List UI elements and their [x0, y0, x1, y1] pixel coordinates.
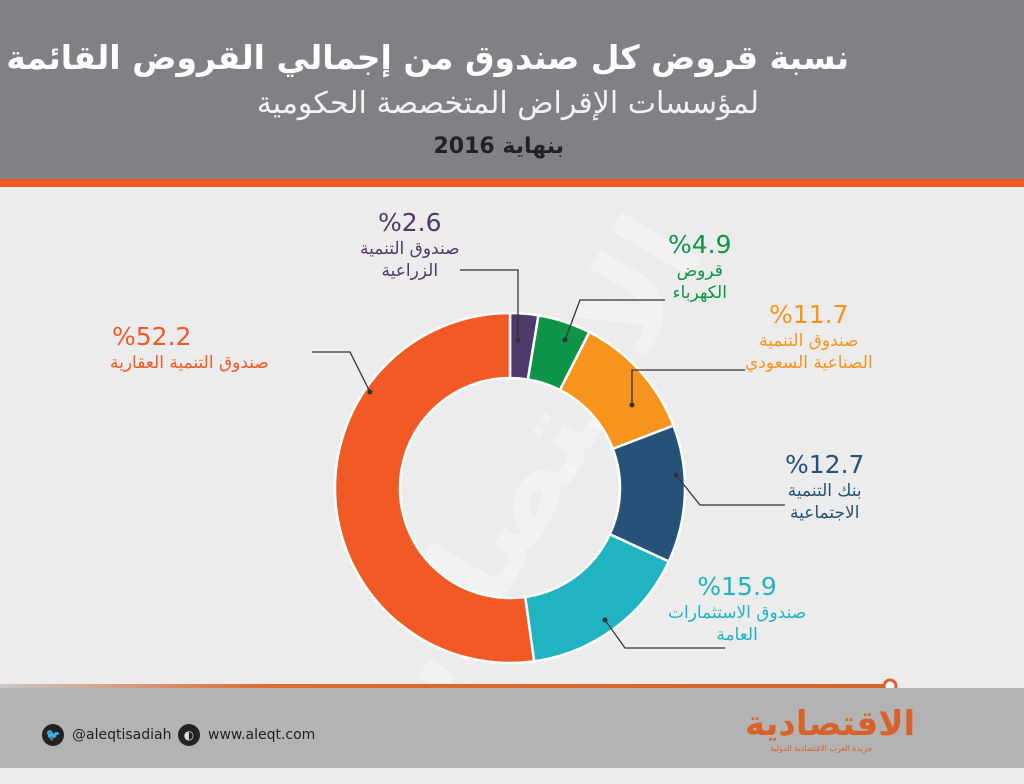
leader-dot-4 [602, 617, 608, 623]
leader-line-3 [675, 474, 785, 506]
twitter-icon: 🐦 [42, 724, 64, 746]
twitter-handle: @aleqtisadiah [72, 727, 172, 743]
category-label: الكهرباء [672, 283, 727, 303]
leader-dot-5 [367, 389, 373, 395]
category-label: الاجتماعية [789, 503, 860, 523]
slice-label-3: %12.7 بنك التنمية الاجتماعية [785, 450, 864, 524]
donut-slice-5 [333, 311, 536, 665]
data-label: %52.2 [112, 322, 192, 351]
footer-accent-line [0, 684, 890, 688]
donut-slice-4 [523, 532, 671, 663]
header [0, 0, 1024, 180]
category-label: قروض [676, 261, 723, 281]
category-label: صندوق الاستثمارات [668, 603, 807, 623]
leader-line-4 [604, 619, 725, 649]
website-url: www.aleqt.com [208, 727, 316, 743]
category-label: صندوق التنمية [759, 331, 859, 351]
globe-icon: ◐ [178, 724, 200, 746]
slice-label-0: %2.6 صندوق التنمية الزراعية [360, 208, 460, 282]
category-label: صندوق التنمية العقارية [110, 353, 269, 373]
data-label: %2.6 [378, 208, 442, 237]
donut-chart [312, 269, 785, 665]
category-label: الصناعية السعودي [745, 353, 873, 373]
brand-tagline: جريدة العرب الاقتصادية الدولية [770, 744, 873, 753]
data-label: %12.7 [785, 450, 865, 479]
chart-title: نسبة قروض كل صندوق من إجمالي القروض القا… [6, 38, 849, 77]
chart-year: بنهاية 2016 [433, 134, 564, 159]
chart-subtitle: لمؤسسات الإقراض المتخصصة الحكومية [256, 86, 759, 121]
brand-logo: الاقتصادية [745, 704, 916, 744]
slice-label-2: %11.7 صندوق التنمية الصناعية السعودي [745, 300, 873, 374]
leader-dot-0 [515, 337, 521, 343]
slice-label-4: %15.9 صندوق الاستثمارات العامة [668, 572, 806, 646]
data-label: %11.7 [769, 300, 849, 329]
footer [0, 688, 1024, 768]
leader-line-1 [564, 299, 665, 341]
category-label: صندوق التنمية [360, 239, 460, 259]
leader-line-0 [460, 269, 519, 340]
slice-label-5: %52.2 صندوق التنمية العقارية [110, 322, 269, 374]
leader-dot-2 [629, 402, 635, 408]
header-accent-bar [0, 179, 1024, 187]
leader-line-2 [631, 369, 745, 405]
leader-dot-1 [562, 337, 568, 343]
category-label: العامة [716, 625, 758, 645]
data-label: %4.9 [668, 230, 732, 259]
twitter-link[interactable]: 🐦 @aleqtisadiah [42, 724, 171, 746]
slice-label-1: %4.9 قروض الكهرباء [668, 230, 732, 304]
category-label: الزراعية [381, 261, 439, 281]
leader-line-5 [312, 351, 371, 393]
leader-dot-3 [673, 472, 679, 478]
category-label: بنك التنمية [787, 481, 862, 501]
data-label: %15.9 [697, 572, 777, 601]
website-link[interactable]: ◐ www.aleqt.com [178, 724, 315, 746]
